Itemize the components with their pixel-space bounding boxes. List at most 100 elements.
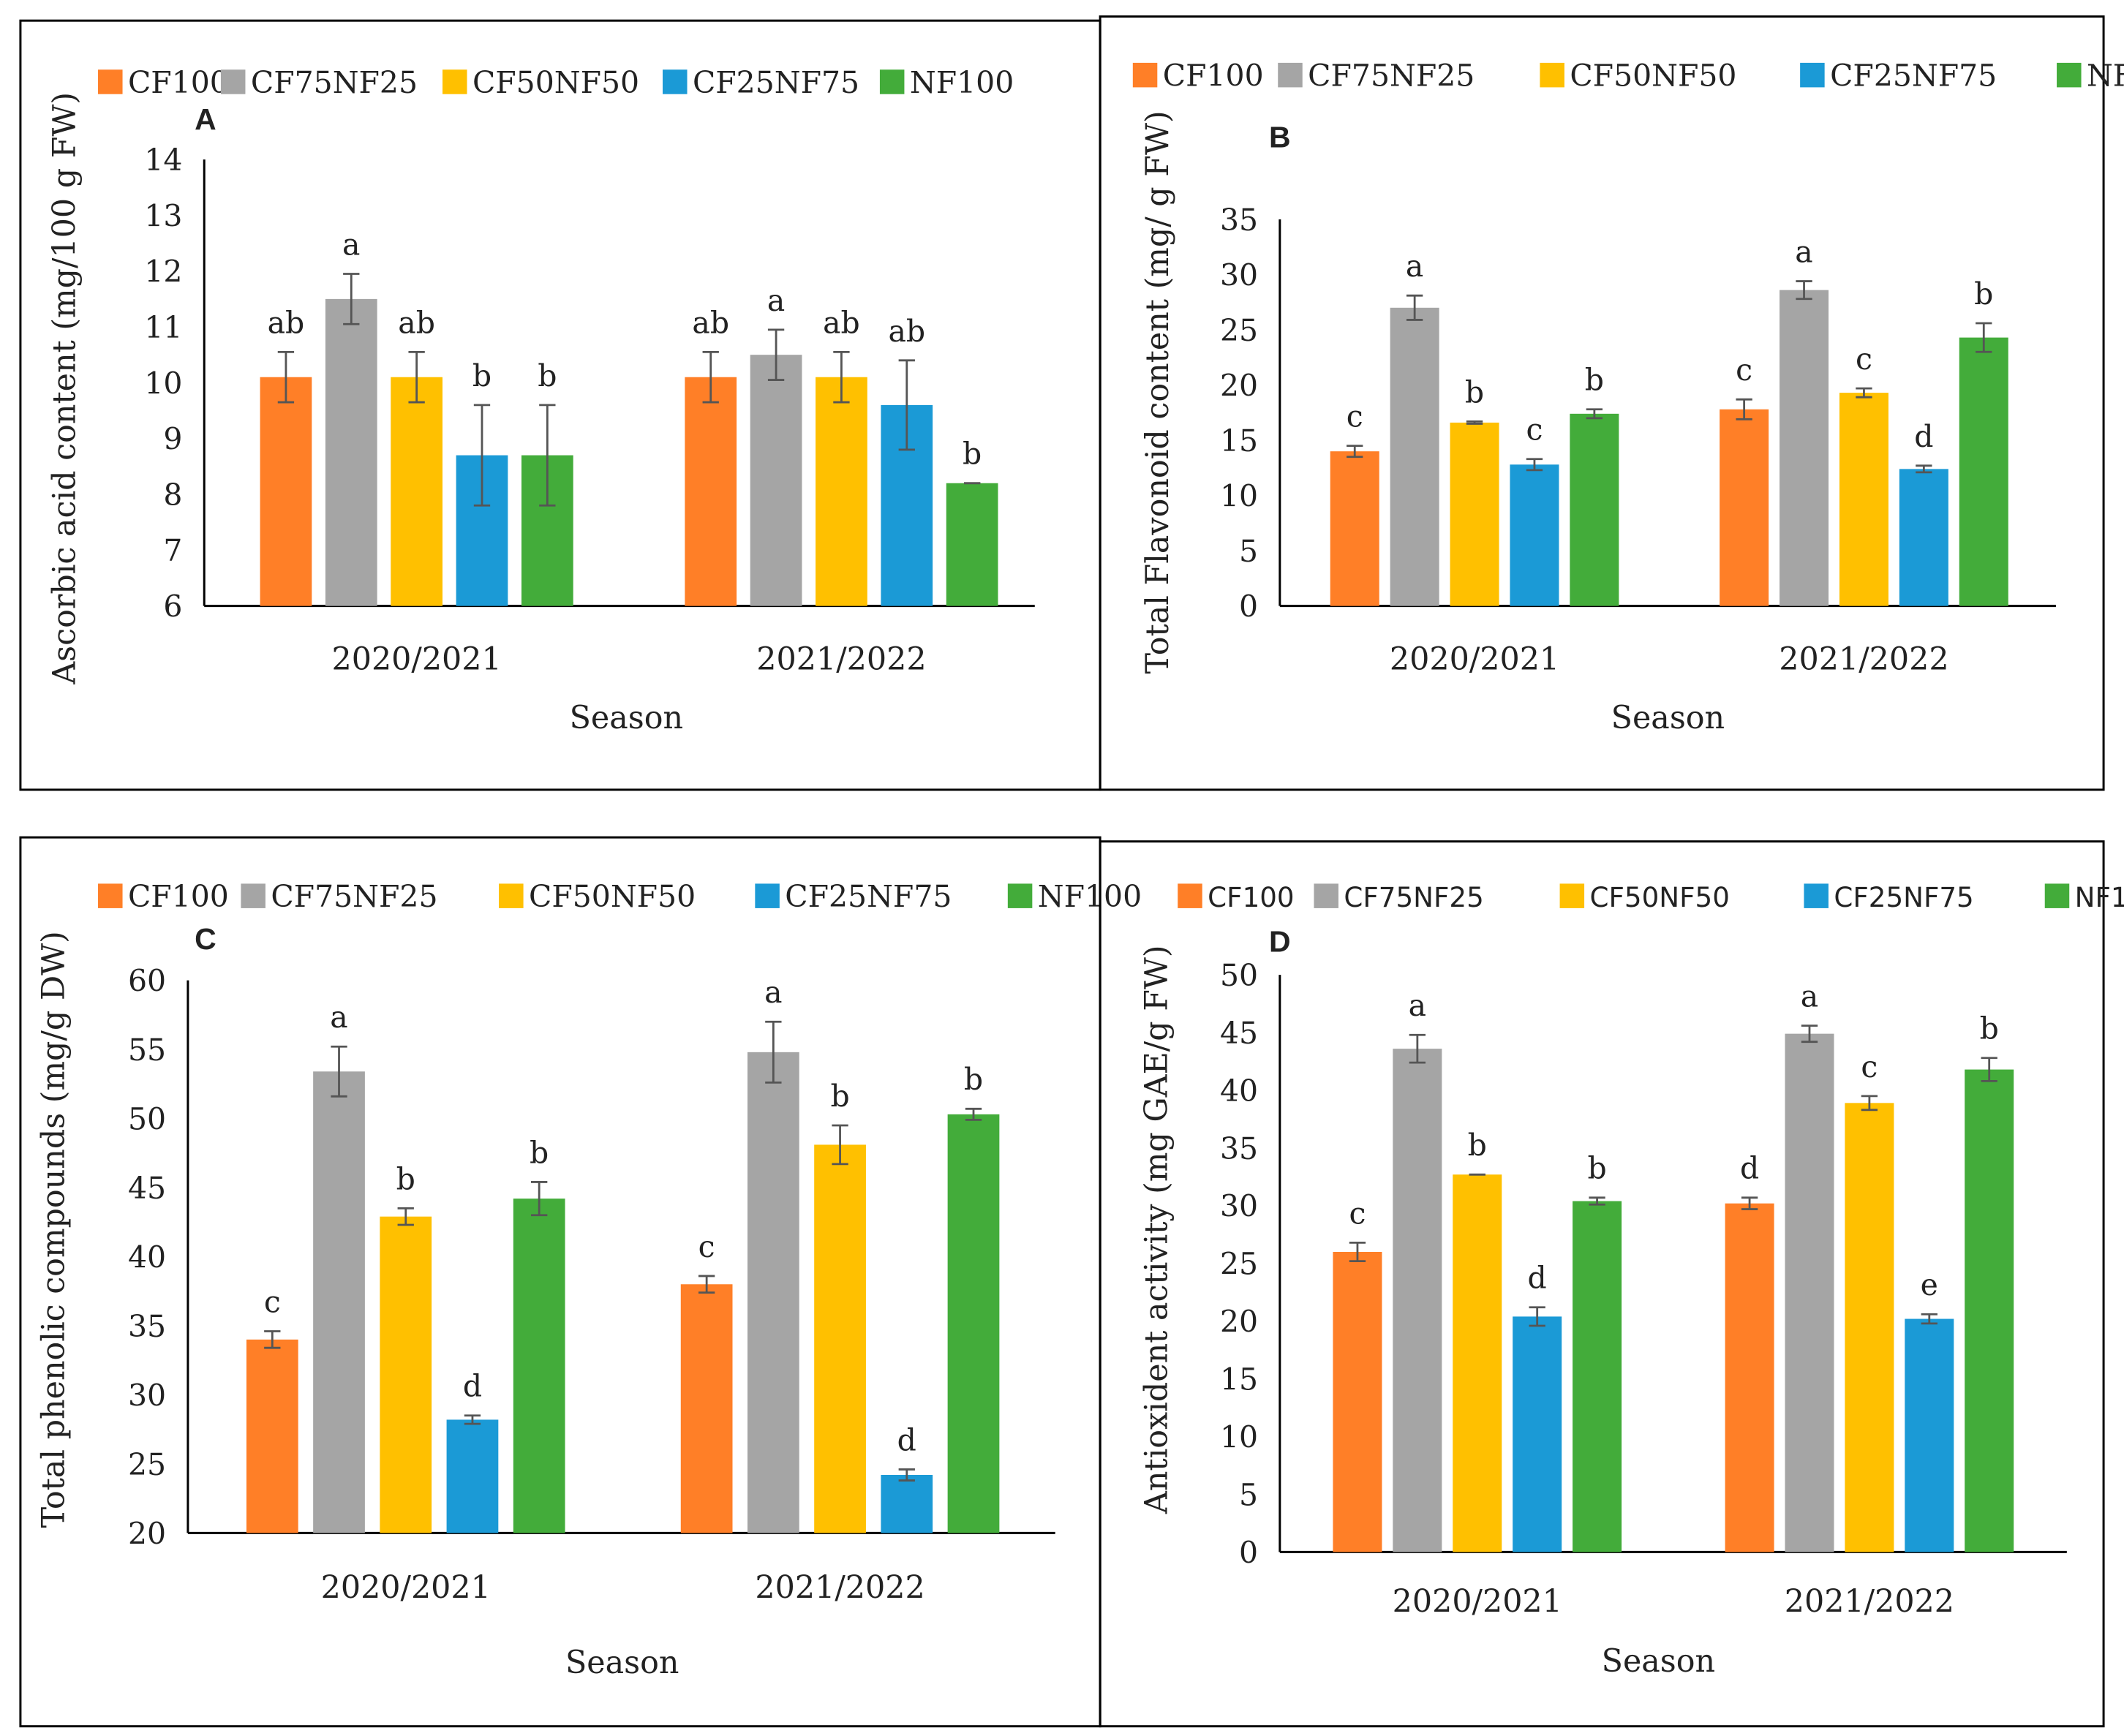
chart-panel-d: CF100 CF75NF25 CF50NF50 CF25NF75 NF100 D 0 5 10 1… [1099, 840, 2124, 1728]
legend-label-cf75nf25: CF75NF25 [271, 879, 437, 914]
legend-label-cf100: CF100 [1208, 881, 1294, 913]
y-tick-label: 40 [1220, 1073, 1258, 1109]
panel-letter: C [195, 922, 216, 956]
legend-swatch-cf100 [98, 69, 123, 94]
significance-letter: b [1587, 1151, 1606, 1186]
panel-letter: D [1269, 924, 1291, 958]
bar-cf50nf50 [816, 377, 867, 606]
bar-cf100 [685, 377, 737, 606]
significance-letter: e [1921, 1267, 1938, 1302]
legend-label-cf50nf50: CF50NF50 [1570, 59, 1736, 94]
y-tick-label: 40 [128, 1239, 166, 1275]
y-axis-title: Total Flavonoid content (mg/ g FW) [1140, 110, 1176, 673]
legend-swatch-cf25nf75 [1800, 62, 1825, 88]
y-axis-title: Total phenolic compounds (mg/g DW) [35, 931, 72, 1528]
y-tick-label: 55 [128, 1033, 166, 1068]
y-tick-label: 8 [163, 478, 182, 513]
bar-nf100 [1570, 413, 1619, 606]
significance-letter: ab [888, 314, 925, 349]
legend-swatch-cf50nf50 [442, 69, 467, 94]
bar-cf75nf25 [1393, 1049, 1442, 1552]
y-tick-label: 45 [128, 1171, 166, 1206]
bar-cf25nf75 [1905, 1318, 1954, 1552]
y-tick-label: 45 [1220, 1016, 1258, 1051]
x-tick-label: 2021/2022 [756, 641, 926, 678]
legend-swatch-cf75nf25 [241, 883, 266, 908]
legend-label-nf100: NF100 [2087, 59, 2124, 94]
legend-swatch-nf100 [2044, 883, 2070, 908]
bar-cf50nf50 [1845, 1103, 1894, 1552]
significance-letter: a [764, 975, 782, 1010]
legend-label-cf100: CF100 [128, 879, 229, 914]
x-axis-title: Season [565, 1645, 679, 1681]
bar-cf50nf50 [1839, 393, 1888, 606]
y-tick-label: 30 [1220, 1189, 1258, 1224]
significance-letter: b [1468, 1128, 1487, 1163]
bar-cf25nf75 [1513, 1316, 1562, 1552]
significance-letter: ab [268, 305, 305, 340]
x-tick-label: 2020/2021 [321, 1570, 491, 1607]
legend-label-cf25nf75: CF25NF75 [693, 65, 859, 100]
y-tick-label: 14 [144, 143, 182, 178]
y-tick-label: 10 [1220, 478, 1258, 513]
bar-cf100 [1720, 409, 1769, 606]
legend-label-cf75nf25: CF75NF25 [251, 65, 418, 100]
y-tick-label: 60 [128, 963, 166, 998]
chart-panel-c: CF100 CF75NF25 CF50NF50 CF25NF75 NF100 C 20 25 3… [19, 836, 1142, 1728]
significance-letter: b [1585, 363, 1604, 398]
bar-cf25nf75 [881, 1475, 933, 1533]
significance-letter: a [1406, 249, 1423, 284]
x-tick-label: 2021/2022 [1785, 1583, 1954, 1620]
legend-swatch-nf100 [1007, 883, 1033, 908]
bar-cf50nf50 [391, 377, 442, 606]
x-tick-label: 2021/2022 [1779, 641, 1948, 678]
significance-letter: b [830, 1079, 849, 1114]
legend-swatch-cf25nf75 [1804, 883, 1829, 908]
legend-label-cf50nf50: CF50NF50 [529, 879, 696, 914]
significance-letter: b [963, 437, 982, 472]
bar-cf75nf25 [750, 355, 802, 606]
legend-swatch-nf100 [2057, 62, 2082, 88]
bar-cf100 [260, 377, 312, 606]
significance-letter: c [264, 1284, 281, 1319]
bar-cf75nf25 [313, 1071, 365, 1533]
y-tick-label: 7 [163, 533, 182, 568]
significance-letter: c [1856, 341, 1872, 377]
significance-letter: c [1736, 352, 1752, 388]
legend-swatch-cf100 [1132, 62, 1158, 88]
significance-letter: b [964, 1062, 983, 1097]
significance-letter: b [538, 358, 557, 393]
legend-swatch-cf25nf75 [755, 883, 780, 908]
significance-letter: c [698, 1229, 715, 1264]
legend-label-cf75nf25: CF75NF25 [1308, 59, 1475, 94]
y-tick-label: 20 [1220, 368, 1258, 403]
bar-cf50nf50 [380, 1216, 432, 1533]
bar-cf75nf25 [325, 298, 377, 606]
legend-label-cf100: CF100 [128, 65, 229, 100]
bar-nf100 [1959, 337, 2008, 606]
significance-letter: c [1861, 1049, 1878, 1084]
y-tick-label: 50 [1220, 958, 1258, 993]
legend-swatch-cf50nf50 [1540, 62, 1564, 88]
legend-label-cf25nf75: CF25NF75 [1834, 881, 1973, 913]
legend-label-cf25nf75: CF25NF75 [785, 879, 952, 914]
bar-cf75nf25 [747, 1052, 799, 1533]
significance-letter: ab [692, 305, 729, 340]
significance-letter: a [1409, 988, 1426, 1023]
y-tick-label: 5 [1239, 1477, 1258, 1512]
significance-letter: c [1347, 399, 1363, 434]
panel-letter: B [1269, 120, 1291, 154]
bar-cf100 [1333, 1251, 1382, 1552]
x-axis-title: Season [1602, 1643, 1715, 1680]
bar-cf25nf75 [446, 1419, 499, 1533]
x-axis-title: Season [1611, 700, 1725, 736]
significance-letter: b [1974, 276, 1993, 312]
y-tick-label: 35 [1220, 203, 1258, 238]
x-axis-title: Season [570, 700, 683, 736]
y-tick-label: 25 [1220, 313, 1258, 348]
chart-panel-a: CF100 CF75NF25 CF50NF50 CF25NF75 NF100 A 6 7 8 9 1… [19, 19, 1101, 791]
bar-cf100 [246, 1339, 298, 1533]
panel-border [19, 19, 1101, 791]
significance-letter: d [1740, 1151, 1759, 1186]
x-tick-label: 2020/2021 [1393, 1583, 1562, 1620]
